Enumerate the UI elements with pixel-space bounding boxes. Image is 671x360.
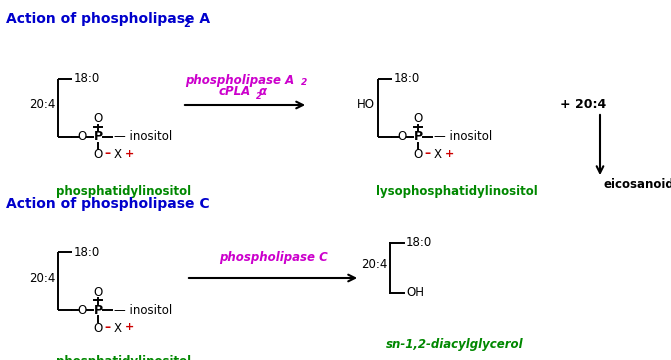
Text: 18:0: 18:0: [74, 246, 100, 258]
Text: 20:4: 20:4: [360, 258, 387, 271]
Text: Action of phospholipase A: Action of phospholipase A: [6, 12, 210, 26]
Text: cPLA: cPLA: [219, 85, 251, 98]
Text: +: +: [445, 149, 454, 159]
Text: phospholipase C: phospholipase C: [219, 251, 327, 264]
Text: O: O: [397, 130, 407, 144]
Text: +: +: [125, 149, 134, 159]
Text: O: O: [413, 148, 423, 162]
Text: HO: HO: [357, 99, 375, 112]
Text: 18:0: 18:0: [74, 72, 100, 85]
Text: P: P: [93, 130, 103, 144]
Text: + 20:4: + 20:4: [560, 99, 607, 112]
Text: O: O: [93, 112, 103, 126]
Text: phosphatidylinositol: phosphatidylinositol: [56, 185, 191, 198]
Text: +: +: [125, 322, 134, 332]
Text: sn-1,2-diacylglycerol: sn-1,2-diacylglycerol: [386, 338, 523, 351]
Text: — inositol: — inositol: [434, 130, 493, 144]
Text: O: O: [93, 285, 103, 298]
Text: –: –: [104, 148, 110, 161]
Text: 2: 2: [183, 19, 190, 29]
Text: X: X: [114, 321, 122, 334]
Text: 18:0: 18:0: [406, 237, 432, 249]
Text: X: X: [434, 148, 442, 162]
Text: phosphatidylinositol: phosphatidylinositol: [56, 355, 191, 360]
Text: — inositol: — inositol: [114, 130, 172, 144]
Text: lysophosphatidylinositol: lysophosphatidylinositol: [376, 185, 537, 198]
Text: –: –: [104, 320, 110, 333]
Text: — inositol: — inositol: [114, 303, 172, 316]
Text: α: α: [259, 85, 267, 98]
Text: –: –: [424, 148, 430, 161]
Text: eicosanoids: eicosanoids: [604, 178, 671, 191]
Text: OH: OH: [406, 287, 424, 300]
Text: Action of phospholipase C: Action of phospholipase C: [6, 197, 209, 211]
Text: O: O: [93, 148, 103, 162]
Text: O: O: [77, 303, 87, 316]
Text: 20:4: 20:4: [29, 271, 55, 284]
Text: P: P: [413, 130, 423, 144]
Text: O: O: [93, 321, 103, 334]
Text: 18:0: 18:0: [394, 72, 420, 85]
Text: 20:4: 20:4: [29, 99, 55, 112]
Text: P: P: [93, 303, 103, 316]
Text: 2: 2: [256, 92, 262, 101]
Text: 2: 2: [301, 78, 307, 87]
Text: O: O: [413, 112, 423, 126]
Text: phospholipase A: phospholipase A: [185, 74, 295, 87]
Text: X: X: [114, 148, 122, 162]
Text: O: O: [77, 130, 87, 144]
